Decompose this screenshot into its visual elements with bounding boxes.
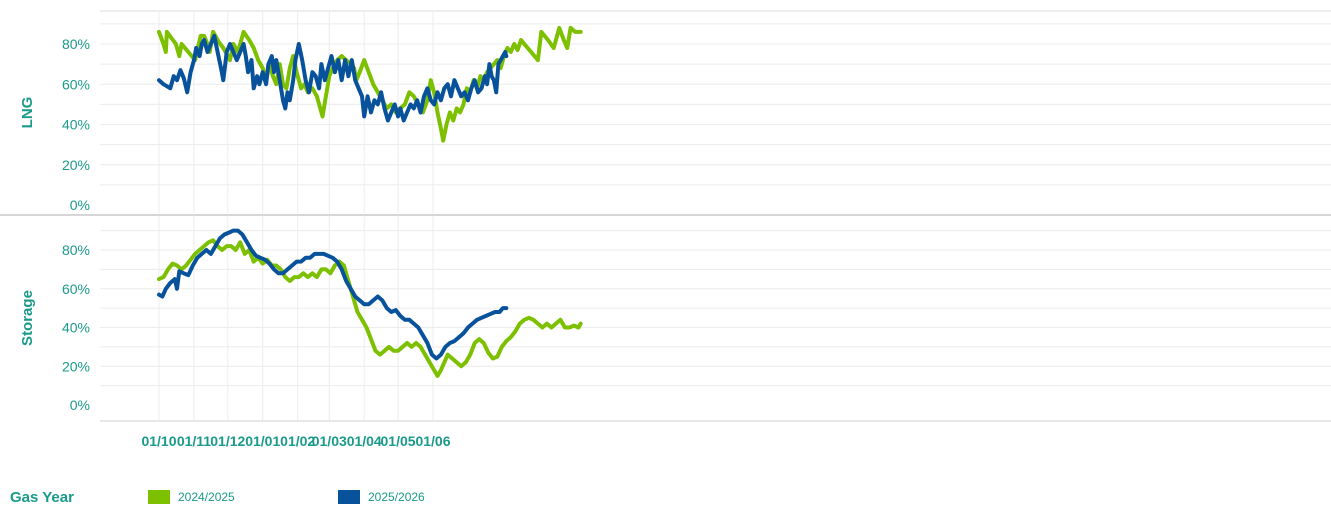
x-tick-label: 01/06 — [415, 433, 450, 449]
x-tick-label: 01/05 — [381, 433, 416, 449]
series-line-2025-2026[interactable] — [157, 33, 509, 123]
legend-title: Gas Year — [10, 488, 74, 506]
y-tick-label: 20% — [62, 358, 90, 374]
x-tick-label: 01/10 — [141, 433, 176, 449]
y-tick-label: 80% — [62, 36, 90, 52]
x-tick-label: 01/11 — [177, 433, 211, 449]
legend: Gas Year 2024/2025 2025/2026 — [10, 487, 528, 507]
series-line-2025-2026[interactable] — [157, 228, 509, 361]
y-tick-label: 40% — [62, 320, 90, 336]
panel-title: Storage — [19, 290, 36, 346]
y-tick-label: 40% — [62, 117, 90, 133]
legend-swatch-2025-2026 — [338, 490, 360, 504]
y-tick-label: 0% — [70, 197, 90, 213]
y-tick-label: 20% — [62, 157, 90, 173]
panel-title: LNG — [19, 97, 36, 129]
x-tick-label: 01/01 — [245, 433, 280, 449]
legend-label-2025-2026: 2025/2026 — [368, 490, 425, 504]
legend-item-2025-2026[interactable]: 2025/2026 — [338, 490, 528, 504]
y-tick-label: 60% — [62, 76, 90, 92]
panel-lng: 0% 20% 40% 60% 80% LNG — [19, 12, 1331, 213]
y-tick-label: 60% — [62, 281, 90, 297]
x-tick-label: 01/12 — [210, 433, 245, 449]
x-tick-label: 01/03 — [312, 433, 347, 449]
x-tick-label: 01/02 — [280, 433, 315, 449]
y-tick-label: 0% — [70, 397, 90, 413]
x-tick-label: 01/04 — [347, 433, 382, 449]
legend-label-2024-2025: 2024/2025 — [178, 490, 235, 504]
y-tick-label: 80% — [62, 242, 90, 258]
series-line-2024-2025[interactable] — [157, 238, 583, 378]
legend-item-2024-2025[interactable]: 2024/2025 — [148, 490, 338, 504]
panel-storage: 0% 20% 40% 60% 80% Storage — [19, 216, 1331, 420]
legend-swatch-2024-2025 — [148, 490, 170, 504]
